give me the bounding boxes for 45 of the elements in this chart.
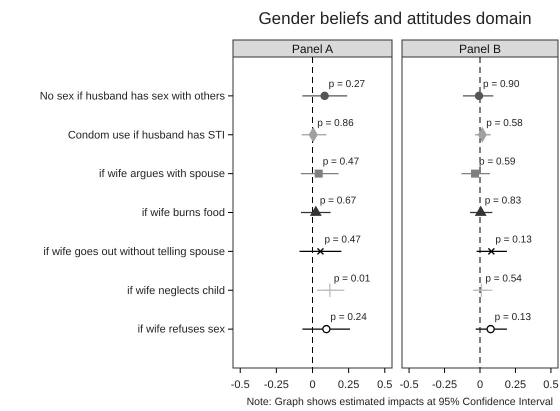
x-tick-label: 0.5 <box>377 379 392 392</box>
point <box>322 324 331 334</box>
y-tick-label: if wife argues with spouse <box>99 168 225 180</box>
x-tick-label: 0.5 <box>543 379 559 392</box>
annotation: p = 0.54 <box>485 273 522 284</box>
annotation: p = 0.27 <box>328 78 366 90</box>
chart-title: Gender beliefs and attitudes domain <box>258 9 532 28</box>
text: Note: Graph shows estimated impacts at 95% Confidence Interval <box>246 396 553 408</box>
point <box>474 92 484 100</box>
point <box>474 282 489 298</box>
x-tick-label: -0.25 <box>432 379 458 392</box>
x-tick-label: -0.5 <box>230 379 250 392</box>
point <box>486 324 495 334</box>
y-tick-label: No sex if husband has sex with others <box>40 90 226 102</box>
annotation: p = 0.90 <box>483 78 520 90</box>
y-tick-label: if wife goes out without telling spouse <box>43 246 225 258</box>
y-tick-label: if wife burns food <box>142 207 225 220</box>
x-tick-label: -0.5 <box>400 379 419 392</box>
y-tick-label: Condom use if husband has STI <box>68 129 225 142</box>
y-tick-label: if wife neglects child <box>127 284 225 297</box>
x-tick-label: 0.25 <box>504 379 526 392</box>
annotation: p = 0.58 <box>486 118 524 129</box>
annotation: p = 0.83 <box>484 196 522 206</box>
annotation: p = 0.67 <box>320 196 357 206</box>
y-tick-label: if wife refuses sex <box>138 324 226 336</box>
x-tick-label: 0.25 <box>338 379 360 392</box>
annotation: p = 0.59 <box>479 156 516 168</box>
point <box>316 248 324 256</box>
point <box>314 170 323 178</box>
annotation: p = 0.47 <box>324 234 362 246</box>
x-tick-label: -0.25 <box>264 379 289 392</box>
annotation: p = 0.86 <box>317 118 354 129</box>
chart-subtitle: Panel B <box>458 42 502 56</box>
point <box>471 170 480 178</box>
annotation: p = 0.01 <box>334 273 371 284</box>
annotation: p = 0.13 <box>494 312 532 324</box>
x-tick-label: 0 <box>476 379 484 392</box>
point <box>488 248 495 256</box>
annotation: p = 0.47 <box>322 156 360 168</box>
point <box>320 92 329 100</box>
point <box>322 282 338 298</box>
annotation: p = 0.24 <box>330 312 368 324</box>
annotation: p = 0.13 <box>495 234 532 246</box>
chart-subtitle: Panel A <box>292 42 334 56</box>
x-tick-label: 0 <box>309 379 316 392</box>
